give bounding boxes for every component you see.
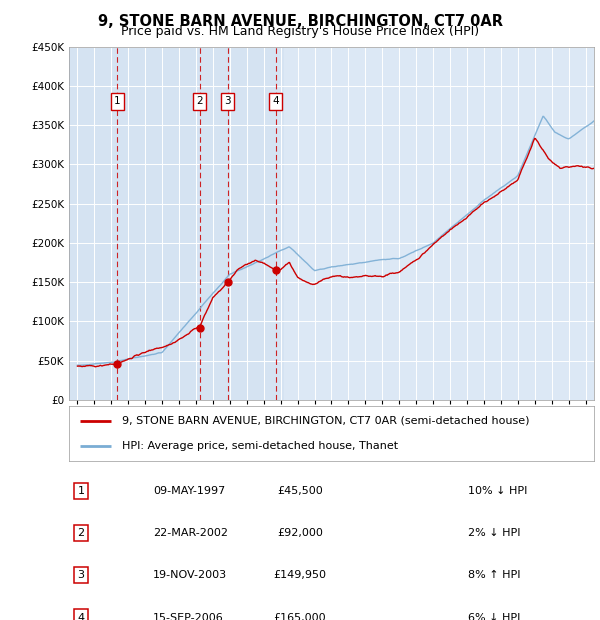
Text: £45,500: £45,500 bbox=[277, 486, 323, 496]
Text: 3: 3 bbox=[77, 570, 85, 580]
Text: 9, STONE BARN AVENUE, BIRCHINGTON, CT7 0AR: 9, STONE BARN AVENUE, BIRCHINGTON, CT7 0… bbox=[97, 14, 503, 29]
Bar bbox=[69, 46, 284, 400]
Text: 4: 4 bbox=[272, 97, 279, 107]
Text: 3: 3 bbox=[224, 97, 231, 107]
Text: £92,000: £92,000 bbox=[277, 528, 323, 538]
Text: 8% ↑ HPI: 8% ↑ HPI bbox=[468, 570, 521, 580]
Text: HPI: Average price, semi-detached house, Thanet: HPI: Average price, semi-detached house,… bbox=[121, 441, 398, 451]
Text: 4: 4 bbox=[77, 613, 85, 620]
Text: 15-SEP-2006: 15-SEP-2006 bbox=[153, 613, 224, 620]
Text: 2: 2 bbox=[196, 97, 203, 107]
Text: 6% ↓ HPI: 6% ↓ HPI bbox=[468, 613, 520, 620]
Text: 2% ↓ HPI: 2% ↓ HPI bbox=[468, 528, 521, 538]
Text: 09-MAY-1997: 09-MAY-1997 bbox=[153, 486, 225, 496]
Text: 19-NOV-2003: 19-NOV-2003 bbox=[153, 570, 227, 580]
Text: 22-MAR-2002: 22-MAR-2002 bbox=[153, 528, 228, 538]
Text: 1: 1 bbox=[77, 486, 85, 496]
Text: Price paid vs. HM Land Registry's House Price Index (HPI): Price paid vs. HM Land Registry's House … bbox=[121, 25, 479, 38]
Text: 9, STONE BARN AVENUE, BIRCHINGTON, CT7 0AR (semi-detached house): 9, STONE BARN AVENUE, BIRCHINGTON, CT7 0… bbox=[121, 416, 529, 426]
Text: 10% ↓ HPI: 10% ↓ HPI bbox=[468, 486, 527, 496]
Text: 1: 1 bbox=[114, 97, 121, 107]
Text: 2: 2 bbox=[77, 528, 85, 538]
Text: £149,950: £149,950 bbox=[274, 570, 326, 580]
Text: £165,000: £165,000 bbox=[274, 613, 326, 620]
